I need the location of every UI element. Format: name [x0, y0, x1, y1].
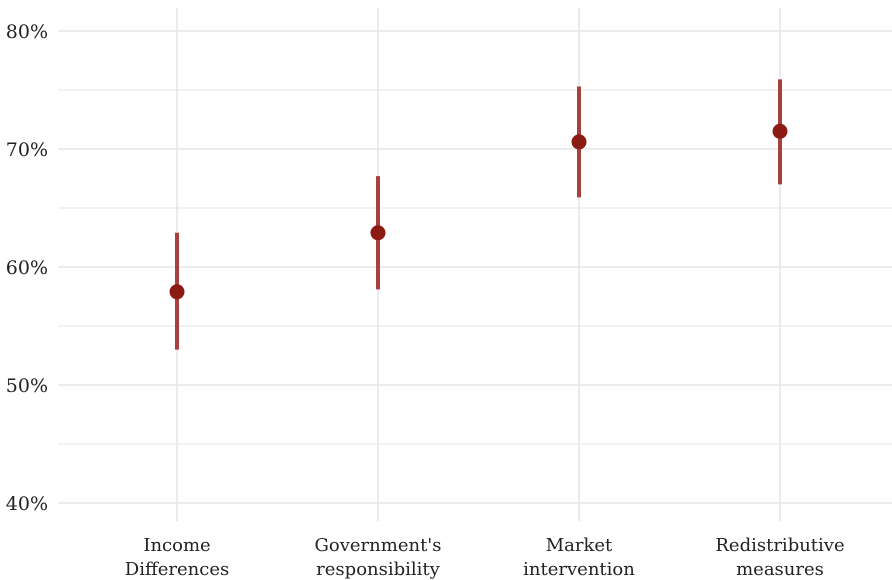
data-point — [169, 284, 185, 300]
data-point — [370, 225, 386, 241]
x-category-label: Government's responsibility — [315, 535, 442, 580]
y-tick-label: 40% — [6, 493, 48, 515]
x-category-label-line: Government's — [315, 535, 442, 556]
data-point — [571, 134, 587, 150]
grid — [58, 8, 892, 521]
x-axis-category-labels: Income Differences Government's responsibil… — [125, 535, 845, 580]
y-tick-label: 80% — [6, 21, 48, 43]
x-category-label: Redistributive measures — [715, 535, 844, 580]
y-tick-label: 50% — [6, 375, 48, 397]
x-category-label-line: Redistributive — [715, 535, 844, 556]
y-tick-label: 70% — [6, 139, 48, 161]
x-category-label: Income Differences — [125, 535, 229, 580]
y-axis-tick-labels: 40% 50% 60% 70% 80% — [6, 21, 48, 515]
y-tick-label: 60% — [6, 257, 48, 279]
x-category-label-line: responsibility — [316, 559, 440, 580]
x-category-label-line: intervention — [523, 559, 635, 580]
data-point — [772, 123, 788, 139]
x-category-label: Market intervention — [523, 535, 635, 580]
x-category-label-line: Income — [143, 535, 210, 556]
x-category-label-line: measures — [736, 559, 824, 580]
x-category-label-line: Market — [546, 535, 613, 556]
x-category-label-line: Differences — [125, 559, 229, 580]
data-marks — [169, 79, 788, 350]
